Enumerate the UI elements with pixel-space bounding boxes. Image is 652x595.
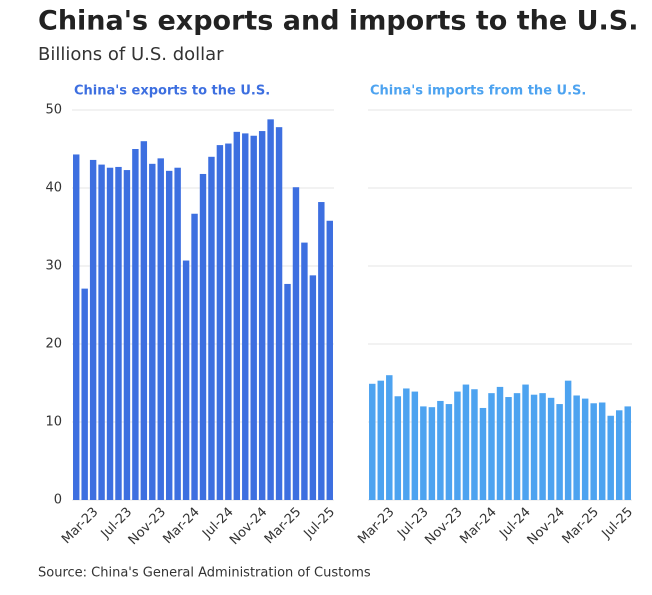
- bar: [573, 395, 580, 500]
- bar: [488, 393, 495, 500]
- bar: [199, 173, 207, 500]
- bar: [437, 400, 444, 500]
- bar: [615, 410, 623, 500]
- bar: [284, 283, 291, 500]
- x-tick-label: Nov-24: [227, 505, 270, 548]
- bar: [318, 202, 325, 501]
- bar: [242, 133, 249, 500]
- bar: [208, 156, 215, 501]
- y-tick-label: 40: [45, 181, 62, 196]
- x-tick-label: Jul-25: [599, 505, 636, 542]
- bar: [530, 394, 538, 500]
- bar: [165, 170, 173, 500]
- bar: [233, 131, 241, 500]
- panel-title: China's exports to the U.S.: [74, 84, 270, 99]
- bar: [123, 170, 131, 500]
- bar: [394, 396, 402, 500]
- bar: [309, 275, 317, 500]
- title: China's exports and imports to the U.S.: [38, 6, 638, 37]
- bar: [250, 135, 257, 501]
- x-tick-label: Nov-24: [525, 505, 568, 548]
- bar: [547, 397, 555, 500]
- bar: [115, 166, 122, 500]
- y-tick-label: 50: [45, 103, 62, 118]
- x-tick-label: Mar-25: [560, 505, 602, 547]
- bar: [471, 389, 478, 500]
- bar: [106, 167, 114, 500]
- bar: [556, 404, 563, 500]
- panel-title: China's imports from the U.S.: [370, 84, 586, 99]
- bar: [590, 403, 597, 500]
- bar: [445, 404, 453, 500]
- bar: [513, 393, 521, 500]
- bar: [326, 220, 333, 500]
- x-tick-label: Mar-25: [262, 505, 304, 547]
- bar: [539, 393, 546, 500]
- bar: [505, 397, 512, 500]
- bar: [275, 127, 283, 500]
- bar: [496, 386, 504, 500]
- bar: [301, 242, 308, 500]
- bar: [149, 163, 156, 500]
- bar: [157, 158, 164, 501]
- y-tick-label: 0: [54, 493, 62, 508]
- bar: [454, 391, 461, 500]
- bar: [522, 384, 529, 500]
- bar: [81, 288, 88, 500]
- x-tick-label: Jul-25: [301, 505, 338, 542]
- bar: [564, 380, 572, 500]
- bar: [386, 375, 393, 500]
- x-tick-label: Mar-24: [160, 505, 202, 547]
- x-tick-label: Nov-23: [126, 505, 169, 548]
- y-tick-label: 10: [45, 415, 62, 430]
- bar: [174, 167, 181, 500]
- source: Source: China's General Administration o…: [38, 566, 371, 581]
- bar: [132, 149, 139, 500]
- bar: [89, 159, 97, 501]
- bar: [598, 402, 606, 500]
- bar: [428, 407, 436, 500]
- bar: [191, 213, 198, 501]
- bar: [98, 164, 105, 500]
- bar: [462, 384, 470, 500]
- subtitle: Billions of U.S. dollar: [38, 44, 224, 65]
- bar: [225, 143, 232, 501]
- bar: [182, 260, 190, 500]
- bar: [267, 119, 274, 501]
- x-tick-label: Mar-24: [457, 505, 499, 547]
- bar: [216, 145, 224, 500]
- y-tick-label: 30: [45, 259, 62, 274]
- bar: [369, 383, 376, 500]
- bar: [292, 187, 300, 500]
- bar: [479, 407, 487, 500]
- bar: [377, 380, 385, 500]
- bar: [607, 415, 614, 500]
- bar: [403, 388, 410, 500]
- bar: [73, 154, 80, 500]
- bar: [581, 398, 589, 500]
- y-tick-label: 20: [45, 337, 62, 352]
- bar: [411, 391, 419, 500]
- bar: [140, 141, 148, 500]
- bar: [258, 131, 266, 500]
- x-tick-label: Nov-23: [422, 505, 465, 548]
- bar: [420, 406, 427, 500]
- bar: [624, 406, 631, 500]
- x-tick-label: Mar-23: [355, 505, 397, 547]
- x-tick-label: Mar-23: [59, 505, 101, 547]
